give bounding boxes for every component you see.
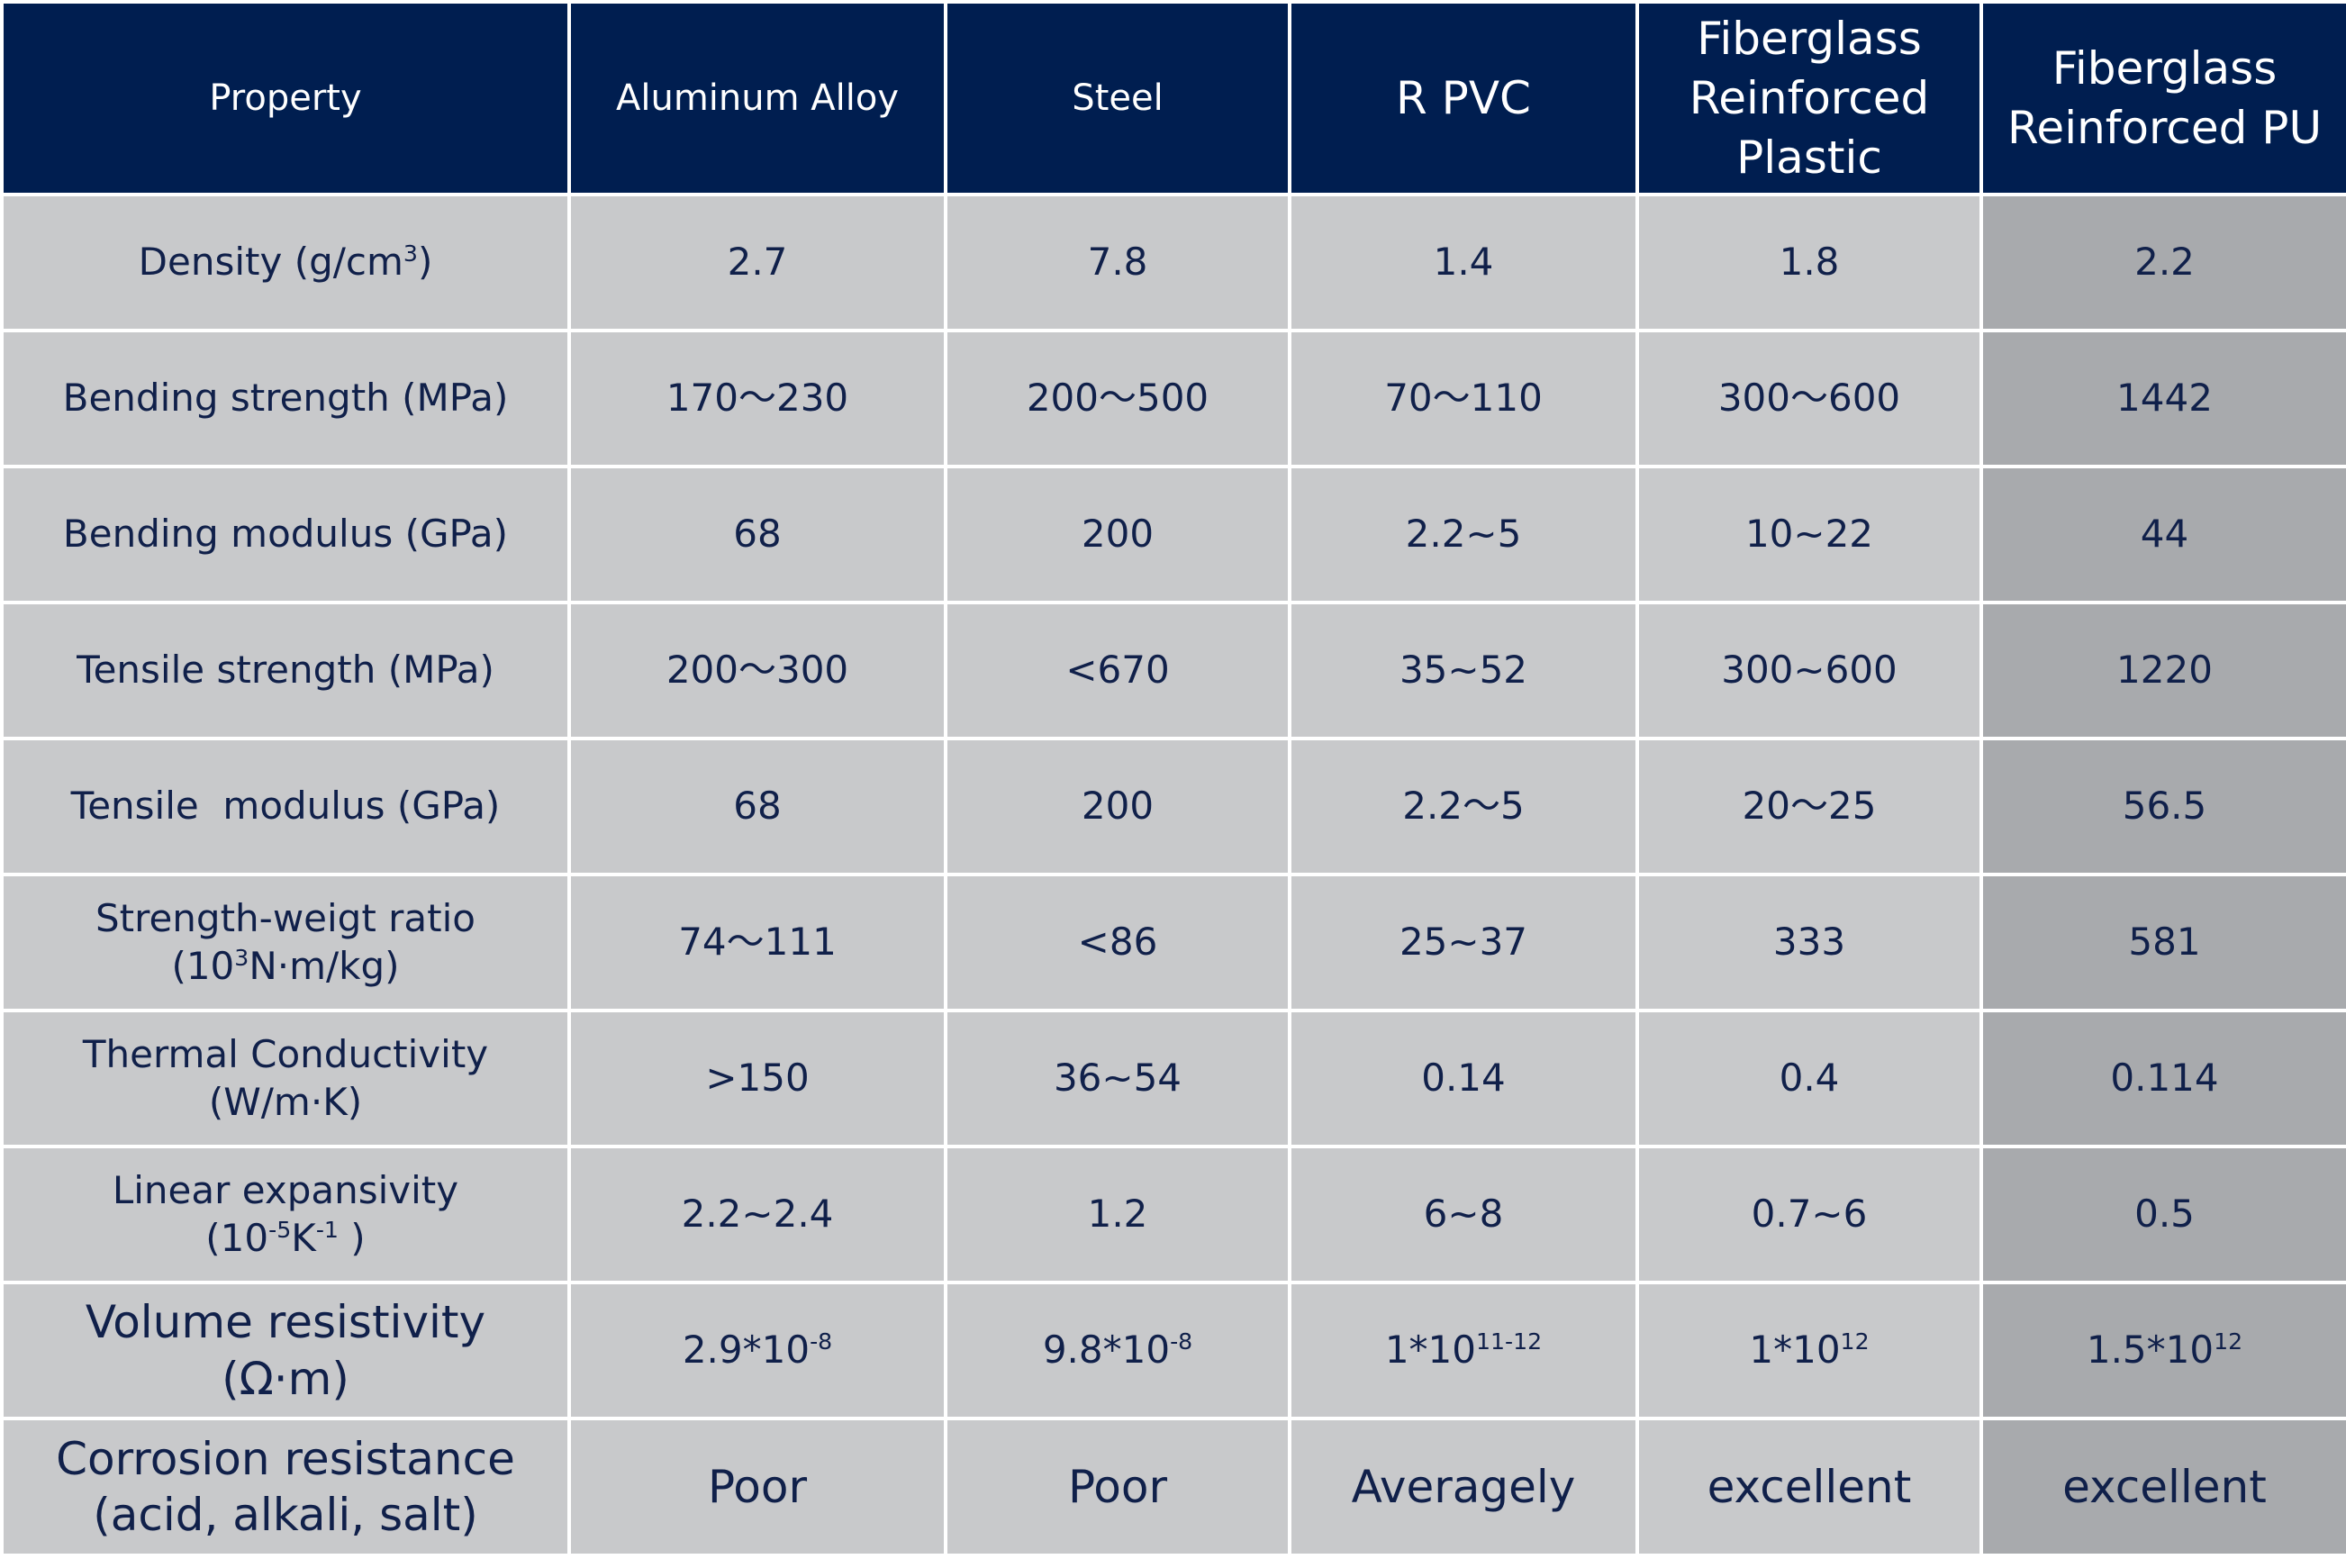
cell-frpu: 0.114 xyxy=(1979,1009,2346,1148)
cell-rpvc: 1.4 xyxy=(1288,193,1639,332)
cell-frp: 300~600 xyxy=(1635,601,1983,740)
row-label-thermal-conductivity: Thermal Conductivity (W/m·K) xyxy=(0,1009,571,1148)
cell-aluminum: 2.9*10-8 xyxy=(567,1281,947,1420)
row-label-tensile-modulus: Tensile modulus (GPa) xyxy=(0,737,571,876)
cell-rpvc: 2.2～5 xyxy=(1288,737,1639,876)
header-fiberglass-reinforced-plastic: Fiberglass Reinforced Plastic xyxy=(1635,0,1983,196)
cell-frpu: 56.5 xyxy=(1979,737,2346,876)
header-row: Property Aluminum Alloy Steel R PVC Fibe… xyxy=(0,0,2346,196)
row-label-density: Density (g/cm3) xyxy=(0,193,571,332)
cell-steel: 200 xyxy=(944,465,1291,604)
cell-steel: 36~54 xyxy=(944,1009,1291,1148)
table-row-bending-strength: Bending strength (MPa) 170～230 200～500 7… xyxy=(0,329,2346,468)
cell-frp: excellent xyxy=(1635,1417,1983,1557)
row-label-corrosion-resistance: Corrosion resistance (acid, alkali, salt) xyxy=(0,1417,571,1557)
cell-aluminum: 170～230 xyxy=(567,329,947,468)
table-row-density: Density (g/cm3) 2.7 7.8 1.4 1.8 2.2 xyxy=(0,193,2346,332)
row-label-linear-expansivity: Linear expansivity (10-5K-1 ) xyxy=(0,1145,571,1284)
cell-frp: 0.4 xyxy=(1635,1009,1983,1148)
cell-aluminum: 2.2~2.4 xyxy=(567,1145,947,1284)
table-row-thermal-conductivity: Thermal Conductivity (W/m·K) >150 36~54 0… xyxy=(0,1009,2346,1148)
cell-rpvc: 35~52 xyxy=(1288,601,1639,740)
table-row-linear-expansivity: Linear expansivity (10-5K-1 ) 2.2~2.4 1.2… xyxy=(0,1145,2346,1284)
cell-frpu: 1.5*1012 xyxy=(1979,1281,2346,1420)
cell-rpvc: 1*1011-12 xyxy=(1288,1281,1639,1420)
row-label-strength-weight-ratio: Strength-weigt ratio (103N·m/kg) xyxy=(0,873,571,1012)
cell-steel: 7.8 xyxy=(944,193,1291,332)
cell-steel: 1.2 xyxy=(944,1145,1291,1284)
cell-steel: <86 xyxy=(944,873,1291,1012)
row-label-volume-resistivity: Volume resistivity (Ω·m) xyxy=(0,1281,571,1420)
cell-frpu: 44 xyxy=(1979,465,2346,604)
cell-aluminum: Poor xyxy=(567,1417,947,1557)
cell-steel: 200～500 xyxy=(944,329,1291,468)
table-row-bending-modulus: Bending modulus (GPa) 68 200 2.2~5 10~22… xyxy=(0,465,2346,604)
header-aluminum-alloy: Aluminum Alloy xyxy=(567,0,947,196)
row-label-bending-strength: Bending strength (MPa) xyxy=(0,329,571,468)
table-row-strength-weight-ratio: Strength-weigt ratio (103N·m/kg) 74～111 <… xyxy=(0,873,2346,1012)
cell-aluminum: 68 xyxy=(567,465,947,604)
cell-frp: 1*1012 xyxy=(1635,1281,1983,1420)
cell-rpvc: 0.14 xyxy=(1288,1009,1639,1148)
header-r-pvc: R PVC xyxy=(1288,0,1639,196)
table-row-corrosion-resistance: Corrosion resistance (acid, alkali, salt)… xyxy=(0,1417,2346,1557)
row-label-tensile-strength: Tensile strength (MPa) xyxy=(0,601,571,740)
cell-frp: 20～25 xyxy=(1635,737,1983,876)
cell-frpu: 581 xyxy=(1979,873,2346,1012)
cell-frp: 333 xyxy=(1635,873,1983,1012)
cell-frpu: 0.5 xyxy=(1979,1145,2346,1284)
cell-rpvc: 2.2~5 xyxy=(1288,465,1639,604)
cell-steel: Poor xyxy=(944,1417,1291,1557)
cell-frpu: 1442 xyxy=(1979,329,2346,468)
table-row-tensile-strength: Tensile strength (MPa) 200～300 <670 35~5… xyxy=(0,601,2346,740)
cell-steel: 200 xyxy=(944,737,1291,876)
cell-aluminum: >150 xyxy=(567,1009,947,1148)
cell-frp: 0.7~6 xyxy=(1635,1145,1983,1284)
cell-rpvc: 70～110 xyxy=(1288,329,1639,468)
header-property: Property xyxy=(0,0,571,196)
cell-aluminum: 68 xyxy=(567,737,947,876)
cell-aluminum: 74～111 xyxy=(567,873,947,1012)
cell-aluminum: 200～300 xyxy=(567,601,947,740)
cell-frpu: excellent xyxy=(1979,1417,2346,1557)
cell-steel: <670 xyxy=(944,601,1291,740)
cell-steel: 9.8*10-8 xyxy=(944,1281,1291,1420)
cell-frp: 10~22 xyxy=(1635,465,1983,604)
header-fiberglass-reinforced-pu: Fiberglass Reinforced PU xyxy=(1979,0,2346,196)
cell-frp: 300～600 xyxy=(1635,329,1983,468)
cell-frpu: 1220 xyxy=(1979,601,2346,740)
cell-rpvc: 6~8 xyxy=(1288,1145,1639,1284)
row-label-bending-modulus: Bending modulus (GPa) xyxy=(0,465,571,604)
table-row-volume-resistivity: Volume resistivity (Ω·m) 2.9*10-8 9.8*10-… xyxy=(0,1281,2346,1420)
header-steel: Steel xyxy=(944,0,1291,196)
cell-frp: 1.8 xyxy=(1635,193,1983,332)
cell-frpu: 2.2 xyxy=(1979,193,2346,332)
table-row-tensile-modulus: Tensile modulus (GPa) 68 200 2.2～5 20～25… xyxy=(0,737,2346,876)
cell-rpvc: 25~37 xyxy=(1288,873,1639,1012)
cell-rpvc: Averagely xyxy=(1288,1417,1639,1557)
cell-aluminum: 2.7 xyxy=(567,193,947,332)
